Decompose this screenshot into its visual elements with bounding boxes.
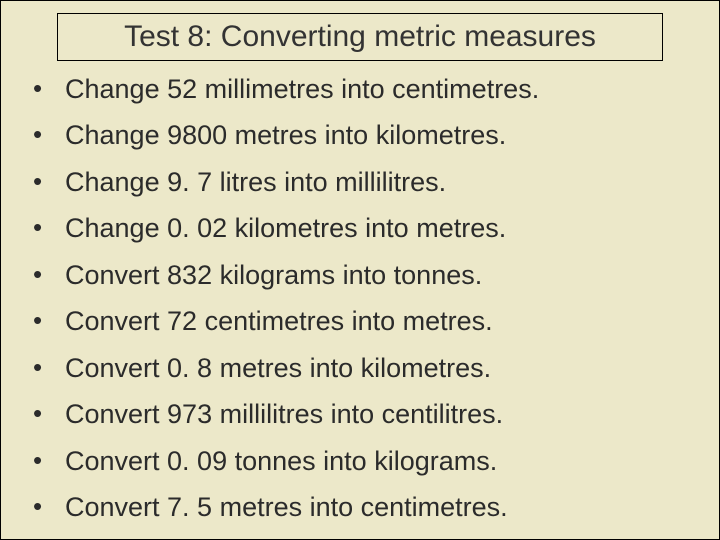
slide-title: Test 8: Converting metric measures — [124, 20, 596, 53]
list-item: • Convert 7. 5 metres into centimetres. — [31, 489, 689, 525]
item-text: Convert 72 centimetres into metres. — [65, 303, 493, 339]
title-bar: Test 8: Converting metric measures — [57, 13, 663, 61]
item-text: Convert 0. 09 tonnes into kilograms. — [65, 443, 497, 479]
bullet-icon: • — [31, 350, 65, 385]
list-item: • Convert 832 kilograms into tonnes. — [31, 257, 689, 293]
list-item: • Convert 72 centimetres into metres. — [31, 303, 689, 339]
list-item: • Convert 0. 8 metres into kilometres. — [31, 350, 689, 386]
list-item: • Change 52 millimetres into centimetres… — [31, 71, 689, 107]
bullet-icon: • — [31, 71, 65, 106]
bullet-icon: • — [31, 257, 65, 292]
list-item: • Change 0. 02 kilometres into metres. — [31, 210, 689, 246]
item-text: Change 52 millimetres into centimetres. — [65, 71, 539, 107]
bullet-icon: • — [31, 396, 65, 431]
list-item: • Convert 0. 09 tonnes into kilograms. — [31, 443, 689, 479]
item-text: Change 0. 02 kilometres into metres. — [65, 210, 506, 246]
list-item: • Change 9800 metres into kilometres. — [31, 117, 689, 153]
item-text: Convert 7. 5 metres into centimetres. — [65, 489, 508, 525]
slide-container: Test 8: Converting metric measures • Cha… — [0, 0, 720, 540]
bullet-icon: • — [31, 303, 65, 338]
item-text: Convert 832 kilograms into tonnes. — [65, 257, 482, 293]
list-item: • Convert 973 millilitres into centilitr… — [31, 396, 689, 432]
bullet-icon: • — [31, 117, 65, 152]
item-text: Change 9. 7 litres into millilitres. — [65, 164, 446, 200]
bullet-list: • Change 52 millimetres into centimetres… — [31, 71, 689, 525]
bullet-icon: • — [31, 489, 65, 524]
content-area: • Change 52 millimetres into centimetres… — [31, 71, 689, 525]
item-text: Convert 0. 8 metres into kilometres. — [65, 350, 491, 386]
bullet-icon: • — [31, 443, 65, 478]
bullet-icon: • — [31, 210, 65, 245]
item-text: Convert 973 millilitres into centilitres… — [65, 396, 503, 432]
list-item: • Change 9. 7 litres into millilitres. — [31, 164, 689, 200]
item-text: Change 9800 metres into kilometres. — [65, 117, 506, 153]
bullet-icon: • — [31, 164, 65, 199]
